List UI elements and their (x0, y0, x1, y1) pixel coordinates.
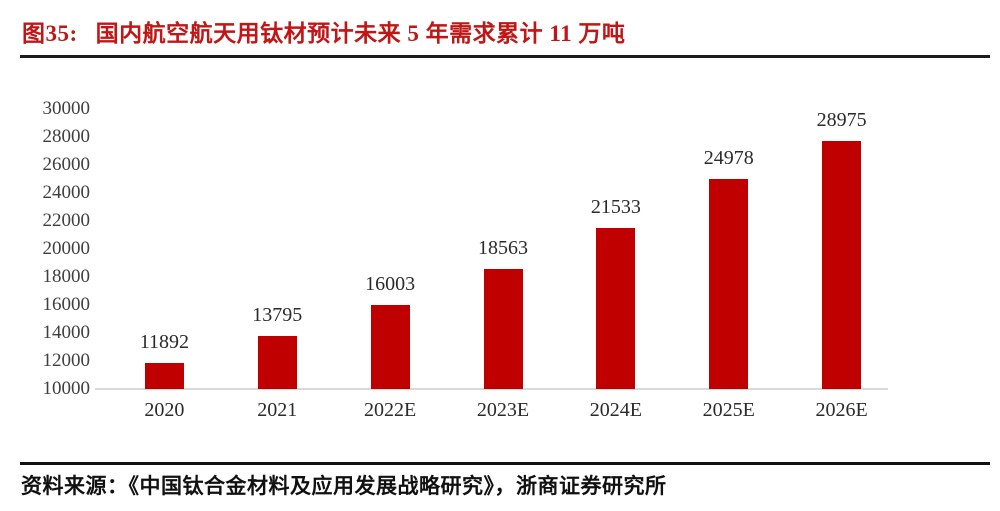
y-axis-tick-label: 20000 (42, 238, 91, 259)
x-axis-label: 2022E (364, 399, 417, 421)
bar-value-label: 21533 (590, 195, 641, 218)
x-axis-label: 2024E (589, 399, 642, 421)
bar-column: 11892 2020 (108, 109, 221, 422)
plot-area: 11892 2020 13795 2021 16003 2022E 18563 2023E 21… (108, 109, 898, 422)
bar-column: 16003 2022E (334, 109, 447, 421)
bar-value-label: 18563 (478, 237, 528, 260)
bar-chart: 10000 12000 14000 16000 18000 20000 22000 24000… (42, 98, 898, 422)
bar-column: 24978 2025E (672, 109, 785, 421)
y-axis-tick-label: 14000 (42, 322, 91, 343)
footer-divider-line (20, 462, 990, 465)
figure-number-label: 图35: (22, 21, 78, 46)
source-note: 资料来源：《中国钛合金材料及应用发展战略研究》，浙商证券研究所 (21, 474, 667, 498)
bar-column: 28975 2026E (785, 109, 898, 421)
title-divider-line (20, 55, 990, 58)
bar-column: 13795 2021 (221, 109, 334, 421)
y-axis-tick-label: 16000 (42, 294, 91, 315)
y-axis-tick-label: 26000 (42, 154, 91, 175)
y-axis-tick-label: 28000 (42, 126, 91, 147)
bar (483, 269, 523, 389)
bar (596, 227, 636, 389)
x-axis-label: 2025E (702, 399, 755, 421)
x-axis-label: 2020 (144, 399, 185, 421)
bar (144, 362, 184, 389)
bar-value-label: 16003 (365, 273, 416, 295)
bar-column: 21533 2024E (559, 109, 672, 422)
bar (709, 179, 749, 389)
bar-value-label: 28975 (816, 109, 867, 131)
bar-value-label: 11892 (139, 330, 190, 353)
x-axis-label: 2021 (257, 399, 298, 421)
y-axis-tick-label: 24000 (42, 182, 91, 203)
x-axis-label: 2026E (815, 399, 868, 421)
y-axis-tick-label: 30000 (42, 98, 91, 119)
y-axis-tick-label: 18000 (42, 266, 91, 287)
figure-title-row: 图35: 国内航空航天用钛材预计未来 5 年需求累计 11 万吨 (22, 14, 625, 48)
bar-value-label: 13795 (252, 303, 303, 326)
bar-column: 18563 2023E (447, 109, 560, 421)
y-axis-tick-label: 12000 (42, 350, 91, 371)
y-axis-tick-label: 22000 (42, 210, 91, 231)
x-axis-line (95, 388, 888, 390)
bar (822, 141, 862, 389)
figure-title: 国内航空航天用钛材预计未来 5 年需求累计 11 万吨 (95, 21, 626, 46)
bar (257, 335, 297, 389)
x-axis-label: 2023E (476, 399, 530, 421)
y-axis-tick-label: 10000 (42, 378, 91, 399)
bar-value-label: 24978 (703, 147, 754, 170)
bar (370, 305, 410, 389)
